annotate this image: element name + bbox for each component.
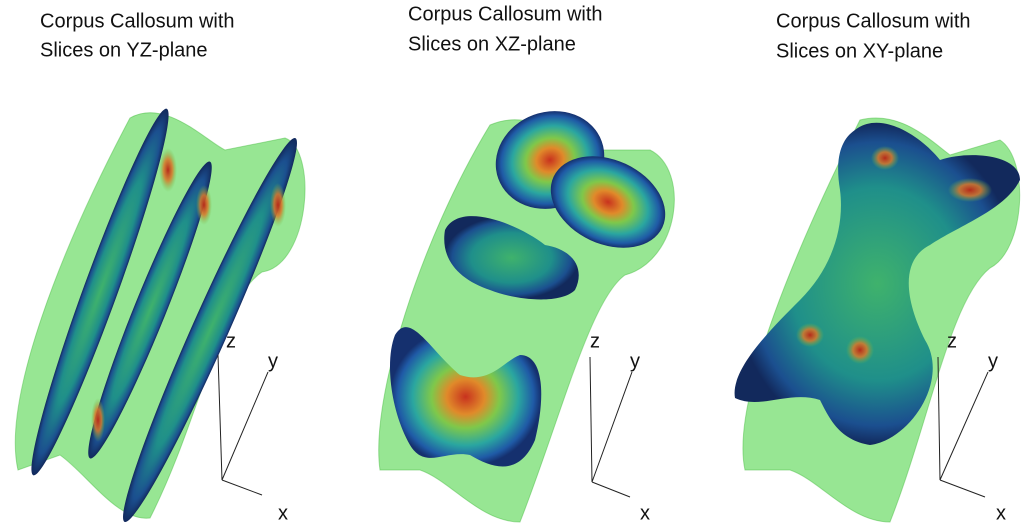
axis-label: z	[590, 330, 600, 352]
axis-label: y	[630, 350, 640, 372]
hotspot	[846, 336, 874, 364]
hotspot	[948, 178, 992, 202]
hotspot	[91, 398, 105, 442]
panel-xz: Corpus Callosum with Slices on XZ-plane …	[379, 3, 680, 524]
axis-label: x	[278, 502, 288, 524]
panel-xy: Corpus Callosum with Slices on XY-plane …	[735, 10, 1020, 524]
axis-label: z	[947, 330, 957, 352]
axes	[590, 357, 632, 497]
axis-label: x	[640, 502, 650, 524]
hotspot	[159, 148, 177, 192]
axis-label: y	[988, 350, 998, 372]
axis-label: x	[996, 502, 1006, 524]
panel-title: Slices on XZ-plane	[408, 33, 576, 55]
axis-label: y	[268, 350, 278, 372]
axes	[218, 355, 268, 495]
panel-title: Slices on YZ-plane	[40, 39, 208, 61]
panel-title: Slices on XY-plane	[776, 40, 943, 62]
hotspot	[796, 323, 824, 347]
axes	[938, 357, 988, 497]
panel-title: Corpus Callosum with	[776, 10, 971, 32]
panel-yz: Corpus Callosum with Slices on YZ-plane …	[15, 10, 312, 526]
axis-label: z	[226, 330, 236, 352]
panel-title: Corpus Callosum with	[408, 3, 603, 25]
hotspot	[871, 146, 899, 170]
figure: Corpus Callosum with Slices on YZ-plane …	[0, 0, 1030, 526]
panel-title: Corpus Callosum with	[40, 10, 235, 32]
hotspot	[196, 185, 212, 225]
hotspot	[270, 183, 286, 227]
